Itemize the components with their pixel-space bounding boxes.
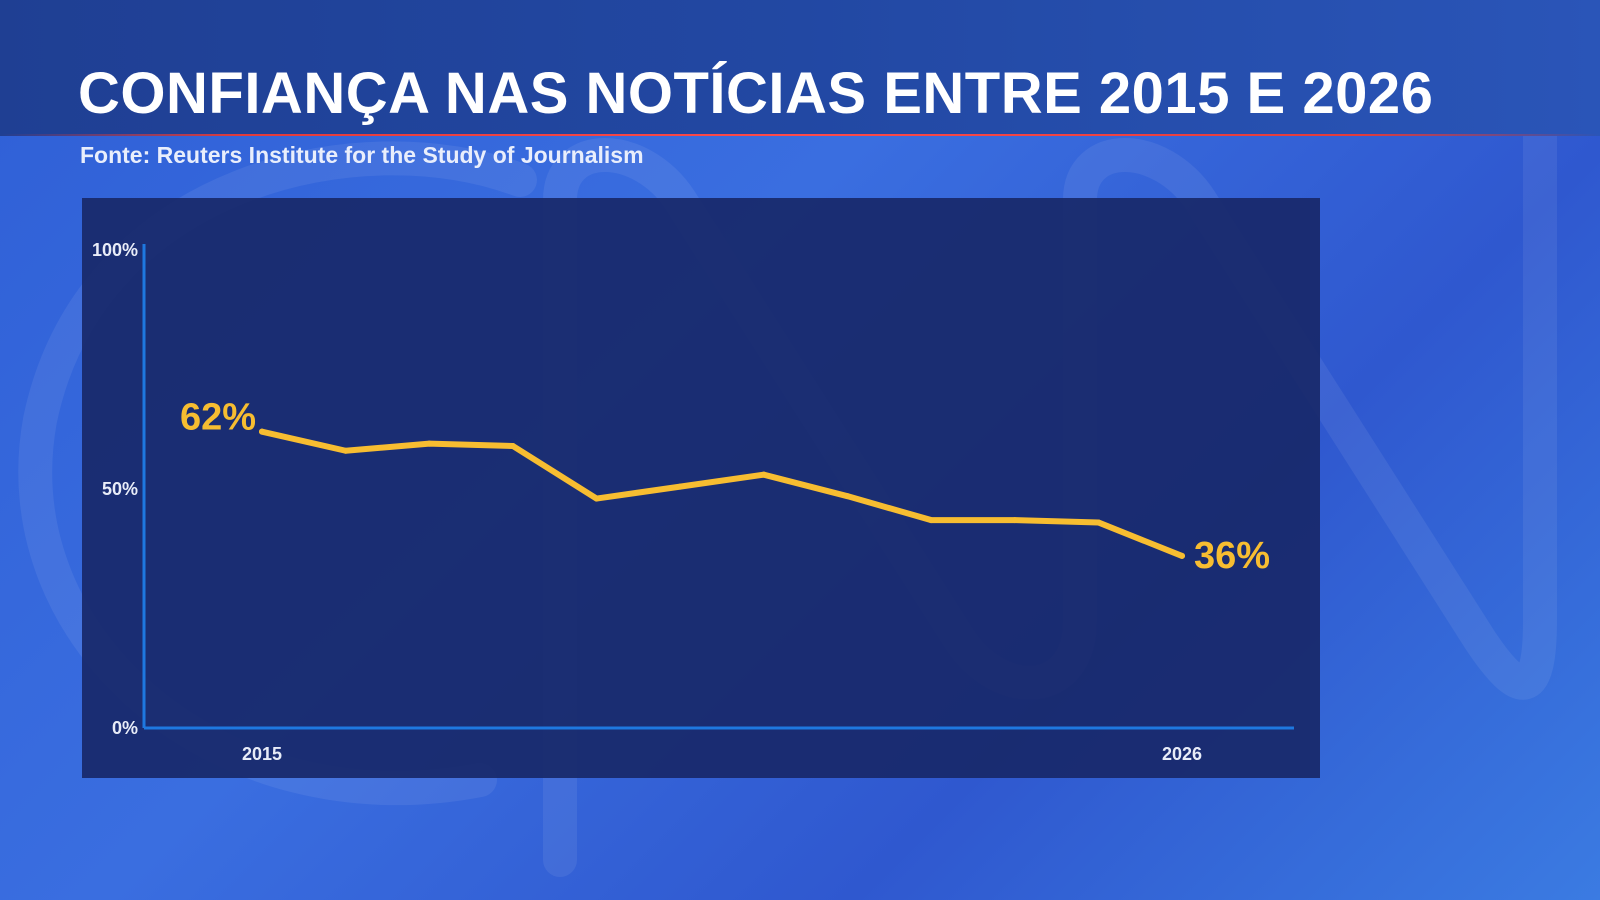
data-point <box>593 495 600 502</box>
source-subtitle: Fonte: Reuters Institute for the Study o… <box>80 142 644 168</box>
data-point <box>426 440 433 447</box>
y-tick-label: 0% <box>112 718 138 738</box>
data-label: 36% <box>1194 535 1270 577</box>
x-tick-label: 2026 <box>1162 744 1202 764</box>
data-label: 62% <box>180 397 256 439</box>
data-point <box>1011 517 1018 524</box>
x-tick-label: 2015 <box>242 744 282 764</box>
data-point <box>760 471 767 478</box>
y-tick-label: 100% <box>92 240 138 260</box>
page-title: CONFIANÇA NAS NOTÍCIAS ENTRE 2015 E 2026 <box>78 61 1434 126</box>
data-point <box>677 483 684 490</box>
chart-panel: 0% 50% 100% 2015 2026 62% 36% <box>82 198 1320 778</box>
title-band <box>0 0 1600 136</box>
data-point <box>844 493 851 500</box>
data-point <box>509 442 516 449</box>
trust-line-chart: 0% 50% 100% 2015 2026 62% 36% <box>92 240 1294 764</box>
data-point <box>928 517 935 524</box>
y-tick-label: 50% <box>102 479 138 499</box>
data-point <box>1179 552 1185 559</box>
title-divider <box>0 134 1600 136</box>
data-point <box>1095 519 1102 526</box>
series-line <box>259 428 1185 559</box>
data-point <box>342 447 349 454</box>
data-point <box>259 428 265 435</box>
